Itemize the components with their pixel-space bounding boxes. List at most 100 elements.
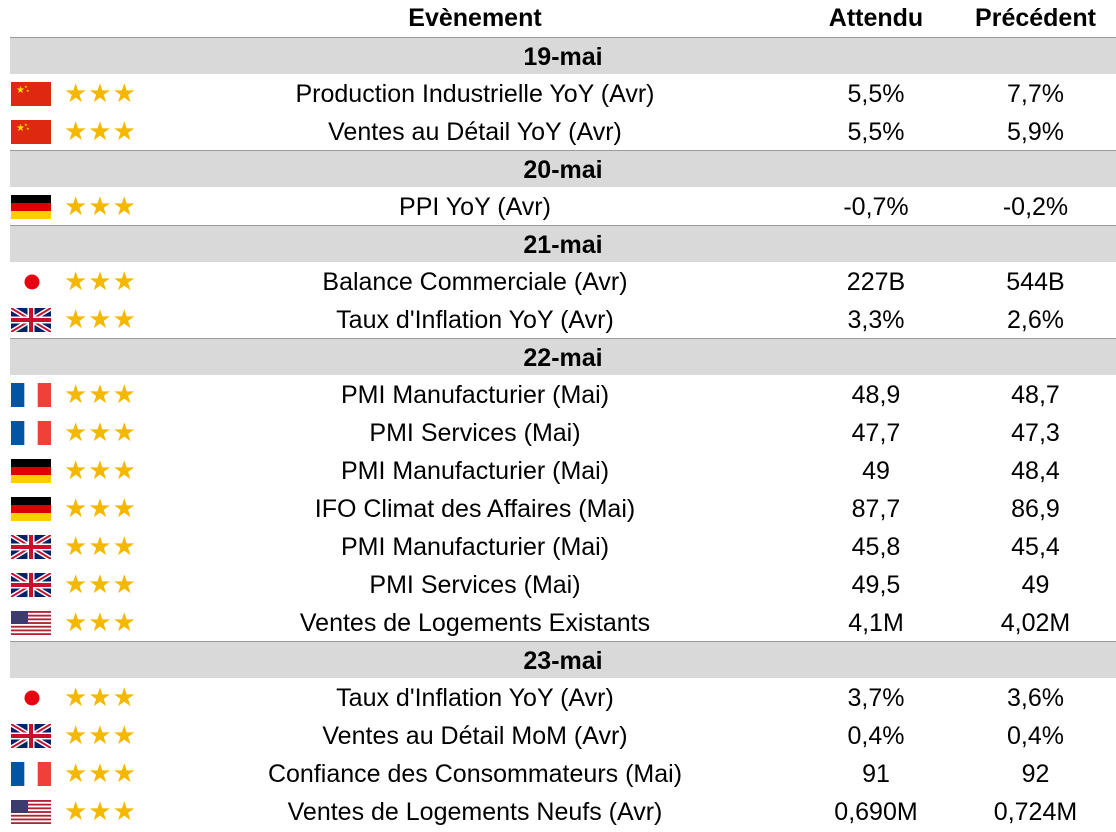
table-header: Evènement Attendu Précédent <box>0 0 1116 37</box>
date-row: 19-mai <box>10 37 1116 74</box>
expected-value: 45,8 <box>851 533 901 561</box>
importance-stars-icon: ★★★ <box>64 682 137 712</box>
event-row: ★★★ Ventes au Détail MoM (Avr) 0,4% 0,4% <box>0 716 1116 754</box>
previous-value: 7,7% <box>1007 80 1064 108</box>
uk-flag-icon <box>11 308 51 332</box>
previous-value: 5,9% <box>1007 118 1064 146</box>
previous-value: 0,724M <box>993 798 1078 826</box>
event-name: PMI Manufacturier (Mai) <box>340 533 610 561</box>
france-flag-icon <box>11 762 51 786</box>
importance-stars-icon: ★★★ <box>64 304 137 334</box>
germany-flag-icon <box>11 195 51 219</box>
event-row: ★★★ Balance Commerciale (Avr) 227B 544B <box>0 262 1116 300</box>
germany-flag-icon <box>11 497 51 521</box>
previous-value: 47,3 <box>1011 419 1060 447</box>
expected-column-header: Attendu <box>828 4 924 32</box>
expected-value: -0,7% <box>843 193 909 221</box>
uk-flag-icon <box>11 573 51 597</box>
event-row: ★★★ PMI Services (Mai) 47,7 47,3 <box>0 413 1116 451</box>
date-row: 21-mai <box>10 225 1116 262</box>
expected-value: 0,690M <box>834 798 918 826</box>
event-row: ★★★ Confiance des Consommateurs (Mai) 91 92 <box>0 754 1116 792</box>
event-column-header: Evènement <box>408 4 542 32</box>
event-name: IFO Climat des Affaires (Mai) <box>314 495 636 523</box>
expected-value: 4,1M <box>848 609 904 637</box>
date-row: 22-mai <box>10 338 1116 375</box>
expected-value: 49 <box>862 457 890 485</box>
event-row: ★★★ PMI Manufacturier (Mai) 45,8 45,4 <box>0 527 1116 565</box>
event-row: ★★★ Ventes de Logements Neufs (Avr) 0,690M… <box>0 792 1116 830</box>
event-name: Ventes au Détail MoM (Avr) <box>322 722 628 750</box>
event-name: PMI Manufacturier (Mai) <box>340 381 610 409</box>
expected-value: 87,7 <box>851 495 901 523</box>
importance-stars-icon: ★★★ <box>64 569 137 599</box>
previous-column-header: Précédent <box>975 4 1096 32</box>
event-row: ★★★ PMI Manufacturier (Mai) 48,9 48,7 <box>0 375 1116 413</box>
expected-value: 91 <box>862 760 890 788</box>
svg-text:★: ★ <box>24 84 28 89</box>
previous-value: 0,4% <box>1007 722 1064 750</box>
expected-value: 5,5% <box>847 118 905 146</box>
event-row: ★★★ Ventes de Logements Existants 4,1M 4,02… <box>0 603 1116 641</box>
date-label: 20-mai <box>523 156 603 184</box>
importance-stars-icon: ★★★ <box>64 493 137 523</box>
previous-value: 48,7 <box>1011 381 1060 409</box>
expected-value: 5,5% <box>847 80 905 108</box>
importance-stars-icon: ★★★ <box>64 191 137 221</box>
expected-value: 0,4% <box>847 722 905 750</box>
importance-stars-icon: ★★★ <box>64 607 137 637</box>
date-label: 19-mai <box>523 43 603 71</box>
svg-text:★: ★ <box>26 88 30 93</box>
event-row: ★★★ Taux d'Inflation YoY (Avr) 3,3% 2,6% <box>0 300 1116 338</box>
usa-flag-icon <box>11 611 51 635</box>
importance-stars-icon: ★★★ <box>64 758 137 788</box>
event-name: PMI Services (Mai) <box>369 571 581 599</box>
event-name: Ventes au Détail YoY (Avr) <box>328 118 622 146</box>
importance-stars-icon: ★★★ <box>64 78 137 108</box>
uk-flag-icon <box>11 535 51 559</box>
usa-flag-icon <box>11 800 51 824</box>
event-name: Ventes de Logements Existants <box>299 609 651 637</box>
date-label: 23-mai <box>523 647 603 675</box>
importance-stars-icon: ★★★ <box>64 720 137 750</box>
event-row: ★ ★ ★ ★★★ Ventes au Détail YoY (Avr) 5,5% 5,9% <box>0 112 1116 150</box>
previous-value: -0,2% <box>1002 193 1069 221</box>
importance-stars-icon: ★★★ <box>64 796 137 826</box>
svg-text:★: ★ <box>26 126 30 131</box>
event-name: Confiance des Consommateurs (Mai) <box>267 760 683 788</box>
uk-flag-icon <box>11 724 51 748</box>
expected-value: 49,5 <box>851 571 901 599</box>
event-row: ★ ★ ★ ★★★ Production Industrielle YoY (Avr) 5… <box>0 74 1116 112</box>
previous-value: 49 <box>1021 571 1050 599</box>
germany-flag-icon <box>11 459 51 483</box>
france-flag-icon <box>11 421 51 445</box>
previous-value: 86,9 <box>1011 495 1060 523</box>
event-name: PMI Services (Mai) <box>369 419 581 447</box>
china-flag-icon: ★ ★ ★ <box>11 82 51 106</box>
event-name: Taux d'Inflation YoY (Avr) <box>336 306 614 334</box>
previous-value: 92 <box>1021 760 1050 788</box>
event-groups: 19-mai ★ ★ ★ ★★★ Production Industrielle YoY … <box>0 37 1116 830</box>
importance-stars-icon: ★★★ <box>64 379 137 409</box>
svg-text:★: ★ <box>16 85 25 96</box>
event-row: ★★★ Taux d'Inflation YoY (Avr) 3,7% 3,6% <box>0 678 1116 716</box>
event-row: ★★★ PMI Manufacturier (Mai) 49 48,4 <box>0 451 1116 489</box>
event-name: PMI Manufacturier (Mai) <box>340 457 610 485</box>
event-name: Balance Commerciale (Avr) <box>322 268 628 296</box>
svg-text:★: ★ <box>24 122 28 127</box>
expected-value: 227B <box>846 268 906 296</box>
date-label: 22-mai <box>523 344 603 372</box>
expected-value: 3,3% <box>847 306 905 334</box>
svg-text:★: ★ <box>16 123 25 134</box>
event-name: Ventes de Logements Neufs (Avr) <box>287 798 663 826</box>
expected-value: 48,9 <box>851 381 901 409</box>
event-name: Production Industrielle YoY (Avr) <box>295 80 655 108</box>
previous-value: 48,4 <box>1011 457 1060 485</box>
expected-value: 47,7 <box>851 419 901 447</box>
importance-stars-icon: ★★★ <box>64 455 137 485</box>
japan-flag-icon <box>11 270 51 294</box>
importance-stars-icon: ★★★ <box>64 531 137 561</box>
importance-stars-icon: ★★★ <box>64 417 137 447</box>
importance-stars-icon: ★★★ <box>64 266 137 296</box>
